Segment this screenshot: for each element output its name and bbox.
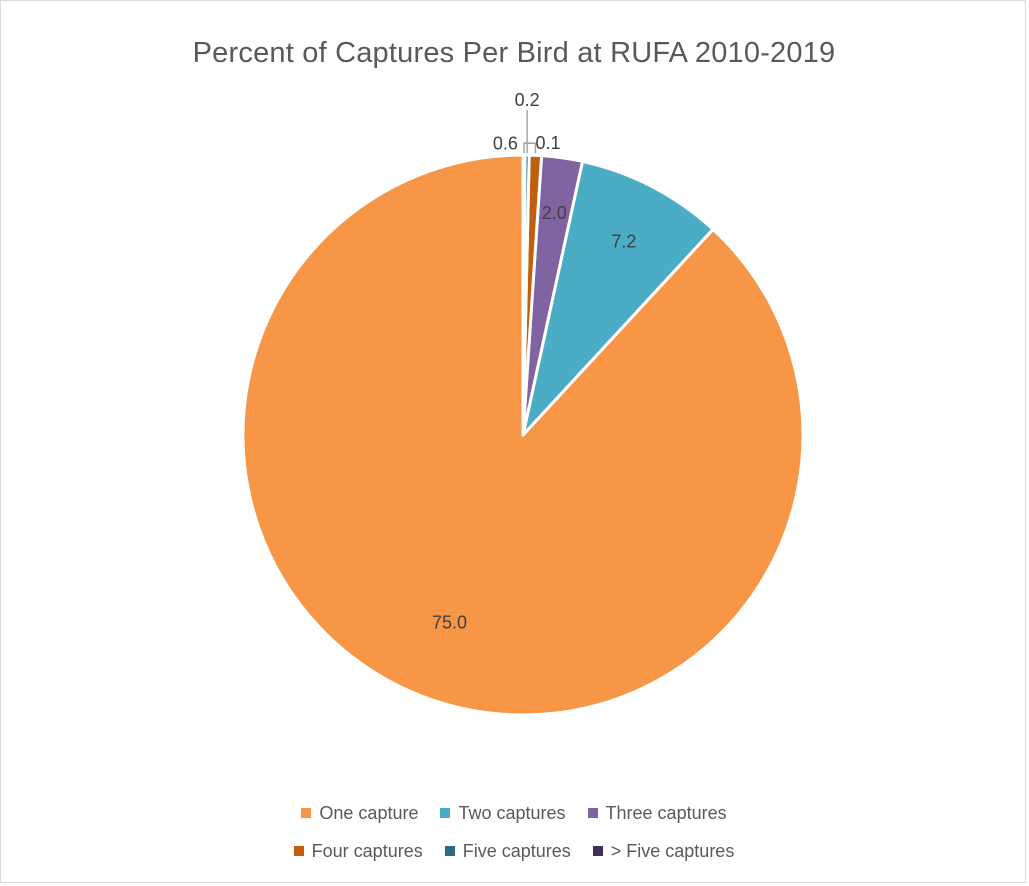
- legend-item-five-captures: Five captures: [444, 840, 571, 862]
- legend-row-1: One capture Two captures Three captures: [1, 794, 1027, 832]
- data-label-two-captures: 7.2: [611, 231, 636, 251]
- legend-item-one-capture: One capture: [301, 803, 418, 824]
- legend-label-more-than-five-captures: > Five captures: [610, 840, 735, 861]
- legend-swatch-three-captures: [587, 808, 598, 818]
- legend-swatch-two-captures: [440, 808, 451, 818]
- legend-label-two-captures: Two captures: [458, 802, 566, 823]
- data-label-one-capture: 75.0: [432, 613, 467, 633]
- legend-item-two-captures: Two captures: [440, 802, 566, 824]
- data-label-three-captures: 2.0: [542, 203, 567, 223]
- legend-item-three-captures: Three captures: [587, 802, 727, 824]
- legend-label-three-captures: Three captures: [605, 802, 727, 823]
- chart-title: Percent of Captures Per Bird at RUFA 201…: [192, 37, 836, 69]
- data-label-four-captures: 0.6: [493, 133, 518, 153]
- leader-line-five-captures: [523, 142, 533, 154]
- leader-line-four-captures: [523, 142, 537, 154]
- pie-slice-two-captures: [521, 159, 715, 437]
- legend-label-one-capture: One capture: [319, 802, 419, 823]
- legend-item-four-captures: Four captures: [293, 840, 423, 862]
- legend-swatch-four-captures: [293, 846, 304, 856]
- legend: One capture Two captures Three captures …: [1, 794, 1027, 870]
- legend-label-four-captures: Four captures: [311, 840, 423, 861]
- legend-item-more-than-five-captures: > Five captures: [592, 840, 735, 862]
- legend-label-five-captures: Five captures: [462, 840, 571, 861]
- data-label-five-captures: 0.2: [515, 90, 540, 110]
- legend-swatch-more-than-five-captures: [592, 846, 603, 856]
- legend-row-2: Four captures Five captures > Five captu…: [1, 832, 1027, 870]
- pie-slice-five-captures: [521, 153, 527, 437]
- data-label-five-captures: 0.1: [536, 133, 561, 153]
- legend-swatch-five-captures: [444, 846, 455, 856]
- legend-swatch-one-capture: [301, 808, 312, 818]
